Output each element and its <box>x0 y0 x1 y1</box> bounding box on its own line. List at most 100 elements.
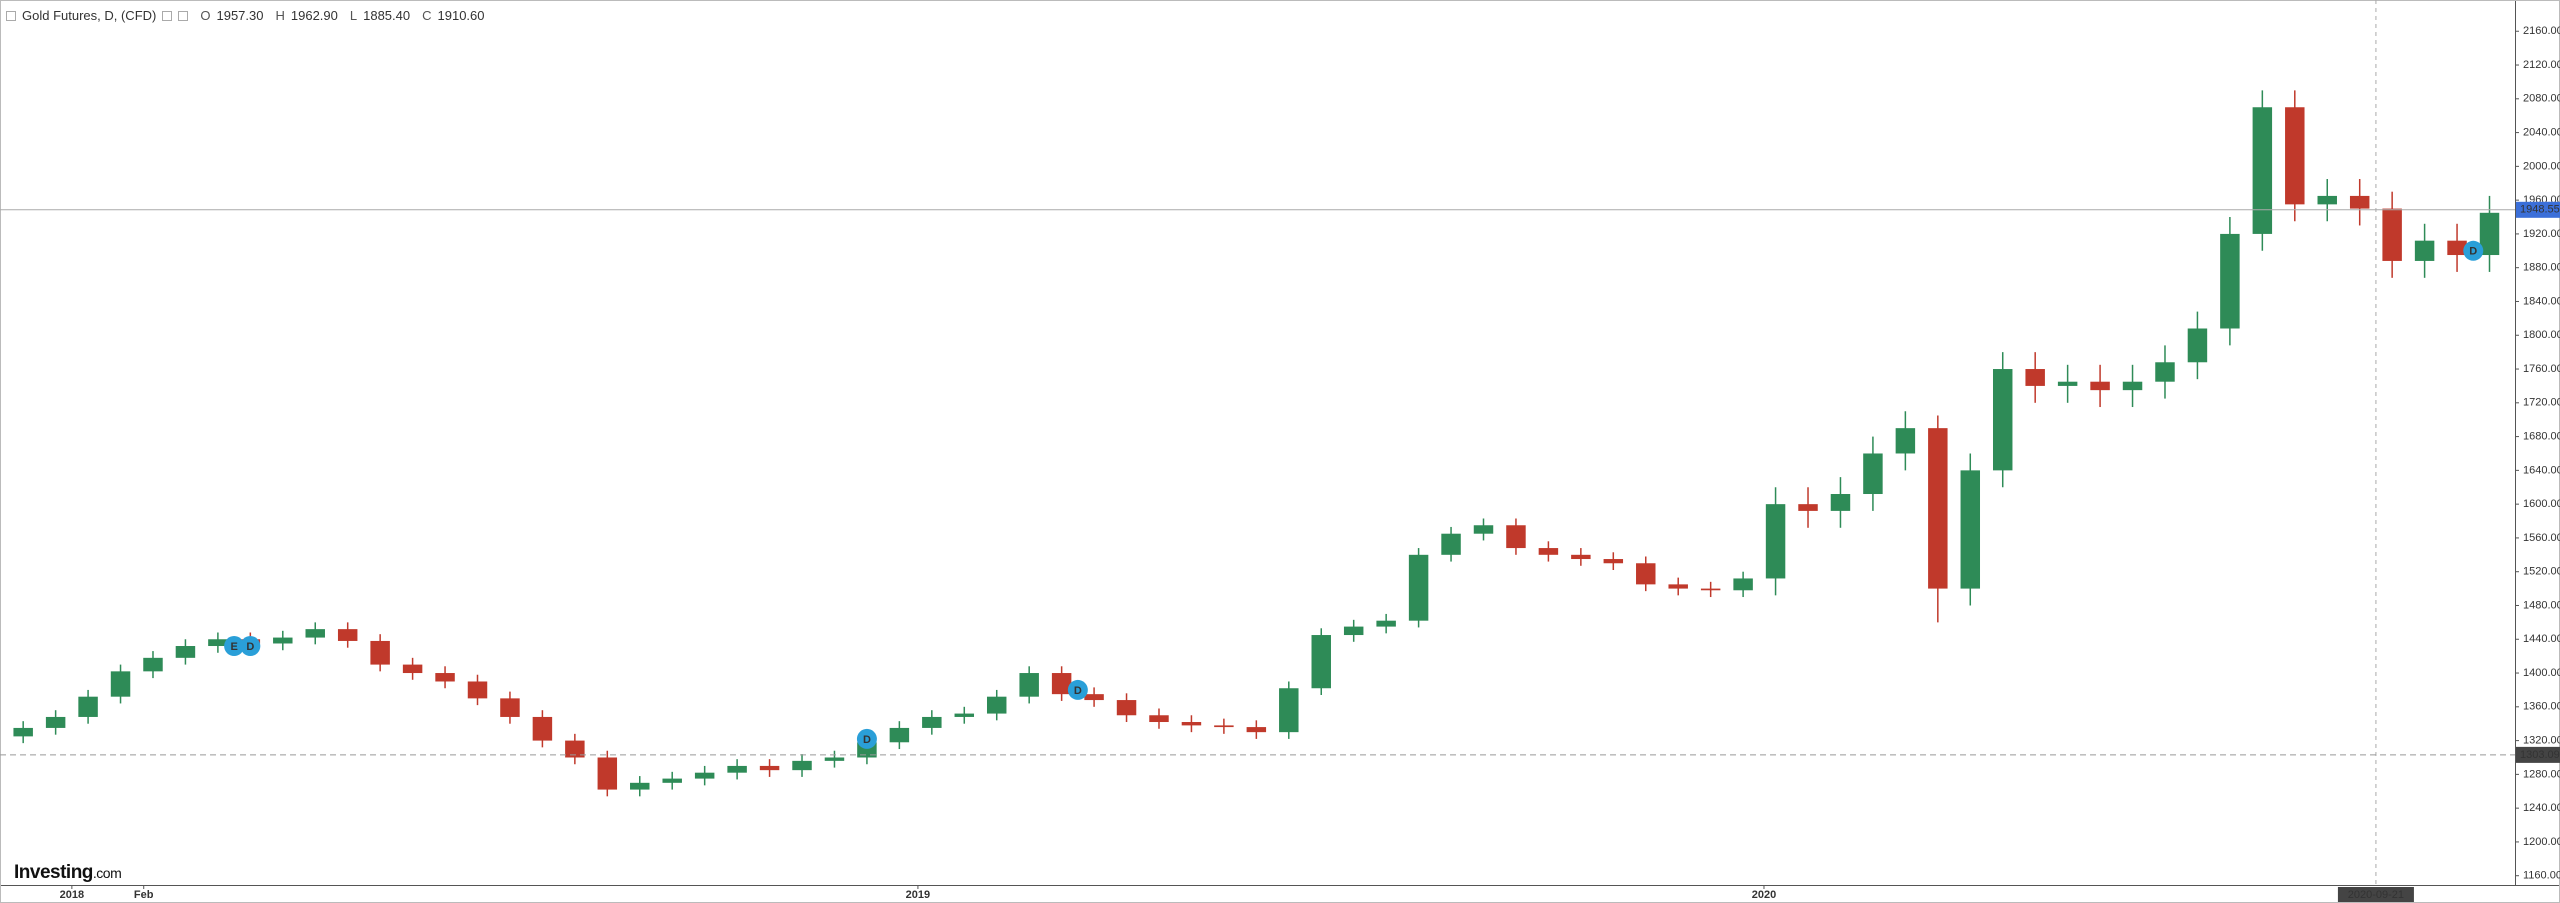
candle-body <box>143 657 163 672</box>
candle-body <box>2252 107 2273 234</box>
candle-body <box>2220 233 2240 329</box>
candle-body <box>2382 208 2402 261</box>
legend-header: Gold Futures, D, (CFD) O 1957.30 H 1962.90… <box>6 8 485 23</box>
ohlc-label: L <box>349 8 358 23</box>
candle-body <box>1798 504 1818 511</box>
candle-body <box>1895 428 1916 454</box>
candle-body <box>1311 635 1331 689</box>
x-tick-label: Feb <box>134 889 154 901</box>
candle-body <box>2447 240 2467 256</box>
candle-body <box>986 696 1007 714</box>
brand-logo: Investing.com <box>14 862 122 884</box>
candle-body <box>1960 470 1981 589</box>
ohlc-value: 1885.40 <box>363 8 411 23</box>
candle-body <box>78 696 98 717</box>
candle-body <box>1084 694 1104 701</box>
candle-body <box>1733 578 1753 591</box>
y-tick-label: 2080.00 <box>2523 93 2560 105</box>
candle-body <box>597 757 618 790</box>
x-tick-label: 2018 <box>60 889 84 901</box>
candle-body <box>1538 548 1559 555</box>
event-label: E <box>230 641 237 653</box>
candle-body <box>1116 700 1137 716</box>
candle-body <box>467 681 488 699</box>
candle-body <box>792 760 812 771</box>
candle-body <box>2187 328 2208 363</box>
candle-body <box>13 727 33 737</box>
y-tick-label: 1880.00 <box>2523 262 2560 274</box>
candle-body <box>1376 620 1396 627</box>
event-label: D <box>2469 246 2477 258</box>
candle-body <box>1181 722 1202 726</box>
ohlc-label: H <box>275 8 285 23</box>
candle-body <box>45 716 66 728</box>
candle-body <box>727 765 747 773</box>
candle-body <box>273 637 293 644</box>
settings-icon[interactable] <box>162 10 173 21</box>
event-marker <box>224 636 245 657</box>
candle-body <box>1343 626 1364 636</box>
y-tick-label: 1560.00 <box>2523 532 2560 544</box>
event-label: D <box>863 734 871 746</box>
candle-body <box>1246 727 1267 733</box>
y-tick-label: 1920.00 <box>2523 228 2560 240</box>
y-tick-label: 1280.00 <box>2523 768 2560 780</box>
candle-body <box>759 765 780 771</box>
candle-body <box>1603 559 1624 564</box>
close-icon[interactable] <box>178 10 189 21</box>
y-tick-label: 1840.00 <box>2523 295 2560 307</box>
candle-body <box>2317 195 2337 205</box>
candle-body <box>2349 195 2370 209</box>
candle-body <box>1765 504 1786 579</box>
candle-body <box>402 664 423 674</box>
x-tick-label: 2020 <box>1752 889 1776 901</box>
candle-body <box>1149 715 1169 723</box>
collapse-icon[interactable] <box>6 10 16 21</box>
y-tick-label: 1720.00 <box>2523 397 2560 409</box>
ohlc-value: 1957.30 <box>216 8 264 23</box>
y-tick-label: 2160.00 <box>2523 25 2560 37</box>
x-tick-label: 2019 <box>906 889 930 901</box>
y-tick-label: 2120.00 <box>2523 59 2560 71</box>
candle-body <box>2057 381 2078 386</box>
candle-body <box>630 782 650 790</box>
candle-body <box>337 629 358 641</box>
price-label: 1948.55 <box>2520 204 2560 216</box>
candle-body <box>1441 533 1461 555</box>
candle-body <box>1506 525 1526 549</box>
candle-body <box>1863 453 1883 495</box>
y-tick-label: 1240.00 <box>2523 802 2560 814</box>
y-tick-label: 1600.00 <box>2523 498 2560 510</box>
candle-body <box>175 646 196 658</box>
candle-body <box>110 671 131 697</box>
y-tick-label: 1360.00 <box>2523 701 2560 713</box>
ohlc-label: C <box>422 8 432 23</box>
candle-body <box>2479 212 2500 256</box>
ohlc-value: 1962.90 <box>290 8 338 23</box>
candle-body <box>1636 563 1656 585</box>
y-tick-label: 1480.00 <box>2523 599 2560 611</box>
candle-body <box>889 727 910 743</box>
y-tick-label: 1760.00 <box>2523 363 2560 375</box>
y-tick-label: 1680.00 <box>2523 430 2560 442</box>
brand-suffix: .com <box>92 865 122 881</box>
ohlc-value: 1910.60 <box>437 8 485 23</box>
candle-body <box>662 778 682 783</box>
price-label: 1303.09 <box>2520 749 2560 761</box>
candle-body <box>1992 369 2013 471</box>
candle-body <box>2122 381 2143 391</box>
candle-body <box>1019 673 1039 697</box>
ohlc-label: O <box>200 8 211 23</box>
candle-body <box>954 713 975 717</box>
y-tick-label: 1320.00 <box>2523 735 2560 747</box>
candle-body <box>435 673 455 682</box>
y-tick-label: 1640.00 <box>2523 464 2560 476</box>
candle-body <box>1408 554 1429 621</box>
candle-body <box>1051 673 1072 695</box>
event-marker <box>2463 240 2484 261</box>
candle-body <box>2414 240 2435 261</box>
candle-body <box>1830 494 1851 511</box>
